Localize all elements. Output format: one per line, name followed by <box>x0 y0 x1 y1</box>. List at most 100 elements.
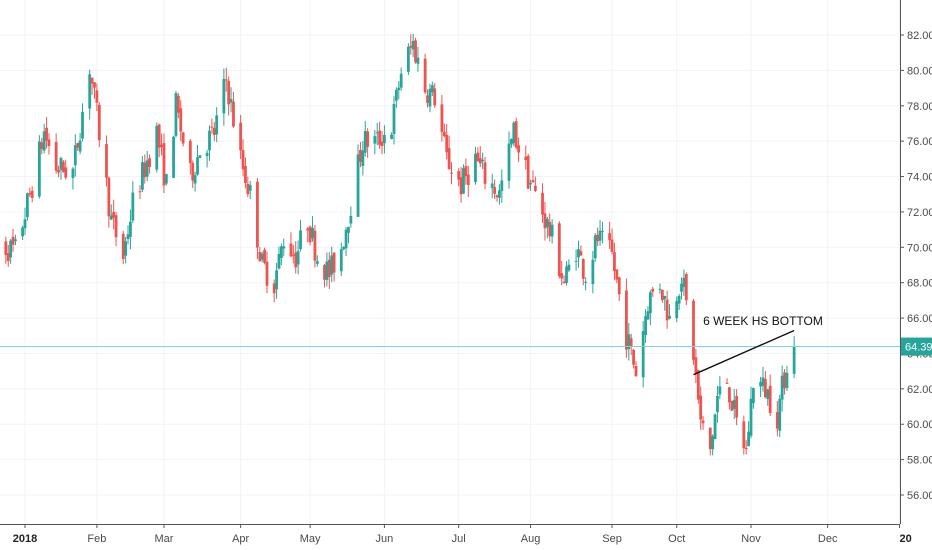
y-tick-label: 82.00 <box>907 30 932 42</box>
candle-body <box>632 349 635 365</box>
candle-body <box>6 253 10 262</box>
candle-body <box>109 215 113 220</box>
candle-body <box>514 121 518 148</box>
candle-body <box>411 41 415 50</box>
candle-body <box>696 369 700 400</box>
candles <box>0 33 796 456</box>
x-tick-label: 2018 <box>13 533 37 545</box>
candle-body <box>71 168 75 179</box>
candle-body <box>208 130 211 151</box>
y-axis-ticks: 56.0058.0060.0062.0064.0066.0068.0070.00… <box>900 30 932 502</box>
candle-body <box>747 431 751 447</box>
candle-body <box>464 166 468 177</box>
candle-body <box>97 104 101 141</box>
candle-body <box>775 412 779 429</box>
candle-body <box>581 258 585 279</box>
candle-body <box>155 125 159 170</box>
candle-body <box>64 167 68 178</box>
candle-body <box>476 152 480 162</box>
candle-body <box>608 233 612 241</box>
candle-body <box>188 140 192 164</box>
candle-body <box>526 155 530 189</box>
candle-body <box>613 252 616 272</box>
candle-body <box>548 221 552 237</box>
candle-body <box>260 253 264 260</box>
candle-body <box>93 82 96 88</box>
x-tick-label: Apr <box>232 533 249 545</box>
candle-body <box>708 427 712 450</box>
x-tick-label: Dec <box>818 533 838 545</box>
candle-body <box>442 131 446 137</box>
candle-body <box>4 241 8 256</box>
candle-body <box>529 183 532 185</box>
candle-body <box>212 128 216 135</box>
candle-body <box>751 388 755 404</box>
candle-body <box>112 212 116 218</box>
candle-body <box>591 259 595 284</box>
candle-body <box>325 261 329 280</box>
candle-body <box>375 132 379 134</box>
candle-body <box>61 161 65 172</box>
candle-body <box>378 130 382 145</box>
candle-body <box>440 104 444 132</box>
candle-body <box>663 295 667 300</box>
candle-body <box>176 95 180 113</box>
candle-body <box>495 195 499 198</box>
candle-body <box>680 283 683 292</box>
candle-body <box>665 299 669 321</box>
candle-body <box>718 386 722 395</box>
candle-body <box>90 77 94 84</box>
candle-body <box>241 150 245 170</box>
candle-body <box>244 165 247 184</box>
candle-body <box>785 372 789 388</box>
candle-body <box>742 421 746 449</box>
candle-body <box>560 273 564 279</box>
candle-body <box>37 141 41 197</box>
candle-body <box>406 46 410 72</box>
candle-body <box>490 183 494 188</box>
candle-body <box>493 187 497 194</box>
candle-body <box>428 88 432 107</box>
candle-body <box>205 152 209 157</box>
y-tick-label: 74.00 <box>907 172 932 184</box>
candle-body <box>577 249 580 258</box>
candle-body <box>275 270 278 290</box>
candle-body <box>291 254 295 256</box>
candle-body <box>579 251 583 256</box>
candle-body <box>272 283 276 294</box>
candle-body <box>306 228 310 231</box>
candle-body <box>327 259 331 278</box>
candle-body <box>780 375 784 400</box>
candle-body <box>601 230 604 232</box>
annotations: 6 WEEK HS BOTTOM <box>693 314 823 376</box>
candle-body <box>682 277 686 287</box>
candle-body <box>59 158 63 170</box>
candle-body <box>21 227 25 237</box>
candle-body <box>500 180 504 192</box>
candle-body <box>423 58 427 93</box>
candle-body <box>181 132 185 144</box>
candle-body <box>426 95 429 103</box>
candle-body <box>296 251 300 265</box>
candle-body <box>644 316 647 335</box>
candle-body <box>323 265 326 280</box>
candle-body <box>215 115 219 135</box>
candle-body <box>299 230 302 250</box>
candle-body <box>95 90 99 103</box>
candle-body <box>509 138 513 145</box>
candle-body <box>383 135 386 144</box>
candle-body <box>256 181 259 248</box>
y-tick-label: 66.00 <box>907 313 932 325</box>
candle-body <box>349 215 353 224</box>
candle-body <box>711 436 715 450</box>
candle-body <box>466 174 470 185</box>
candle-body <box>533 185 537 191</box>
candle-body <box>462 168 465 194</box>
candle-body <box>716 395 719 413</box>
x-tick-label: May <box>300 533 321 545</box>
candle-body <box>25 193 29 218</box>
candle-body <box>9 240 13 258</box>
candle-body <box>550 224 554 237</box>
candle-body <box>481 159 485 162</box>
candle-body <box>157 124 161 148</box>
